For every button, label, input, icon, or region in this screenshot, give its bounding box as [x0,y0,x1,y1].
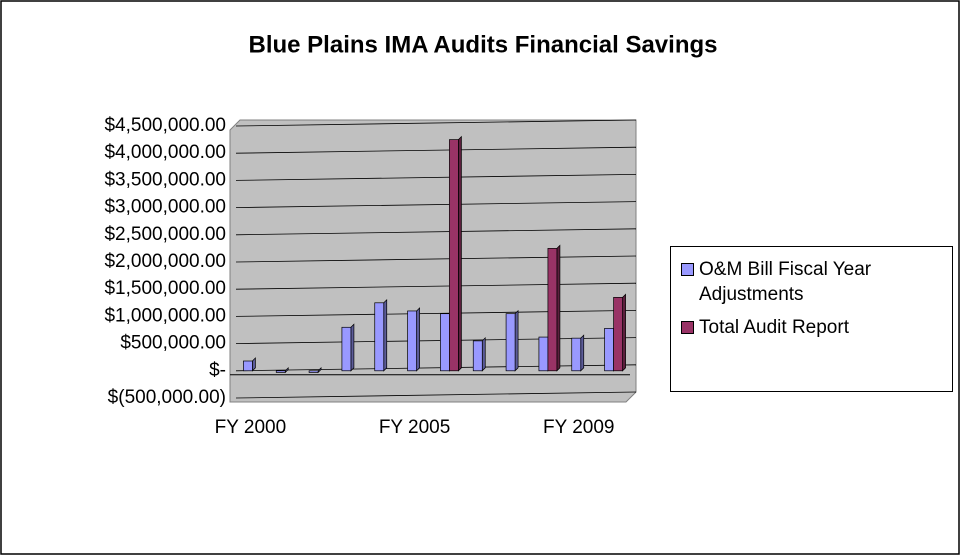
bar-side [383,298,388,372]
grid-line [235,174,637,181]
bar [449,139,459,372]
y-tick-label: $4,500,000.00 [104,115,226,136]
bar [341,326,352,372]
legend-entry: O&M Bill Fiscal Year Adjustments [681,257,946,307]
chart-title: Blue Plains IMA Audits Financial Savings [249,31,718,58]
bar [374,302,385,372]
legend-label: O&M Bill Fiscal Year Adjustments [699,259,872,305]
bar [275,370,286,373]
x-tick-label: FY 2000 [215,417,286,438]
y-tick-label: $3,500,000.00 [104,169,226,190]
grid-line [235,255,637,263]
grid-line [235,337,637,344]
bar-side [481,337,486,372]
legend-swatch [681,263,694,276]
bar [547,248,558,372]
y-tick-label: $500,000.00 [120,333,226,354]
y-tick-label: $(500,000.00) [108,387,226,408]
grid-line [235,310,637,317]
bar-side [416,307,420,372]
bar [604,328,614,372]
bar [440,313,450,372]
y-tick-label: $4,000,000.00 [104,142,226,163]
y-tick-label: $3,000,000.00 [104,197,226,218]
bar-side [514,309,519,372]
bar [613,297,623,372]
legend-entry: Total Audit Report [681,315,946,340]
y-tick-label: $1,500,000.00 [104,278,226,299]
x-tick-label: FY 2009 [543,417,614,438]
legend-label: Total Audit Report [699,317,849,338]
y-tick-label: $2,000,000.00 [104,251,226,272]
grid-line [235,282,637,290]
bar-side [556,244,561,372]
bar [243,360,253,372]
grid-line [235,364,637,372]
y-tick-label: $- [209,360,226,381]
grid-line [235,201,637,208]
legend-swatch [681,321,694,334]
bar-side [622,293,626,372]
bar [571,337,582,372]
y-tick-label: $1,000,000.00 [104,305,226,326]
bar [308,370,319,373]
x-tick-label: FY 2005 [379,417,450,438]
bar [538,336,549,372]
bar [472,340,483,372]
bar-side [580,334,585,372]
bar [505,313,516,372]
grid-line [235,146,637,154]
legend: O&M Bill Fiscal Year Adjustments Total Au… [670,246,953,392]
grid-line [235,119,637,127]
y-tick-label: $2,500,000.00 [104,224,226,245]
bar-side [458,135,462,372]
bar-side [350,323,355,372]
grid-line [235,228,637,236]
bar [407,310,417,372]
grid-line [235,391,637,399]
